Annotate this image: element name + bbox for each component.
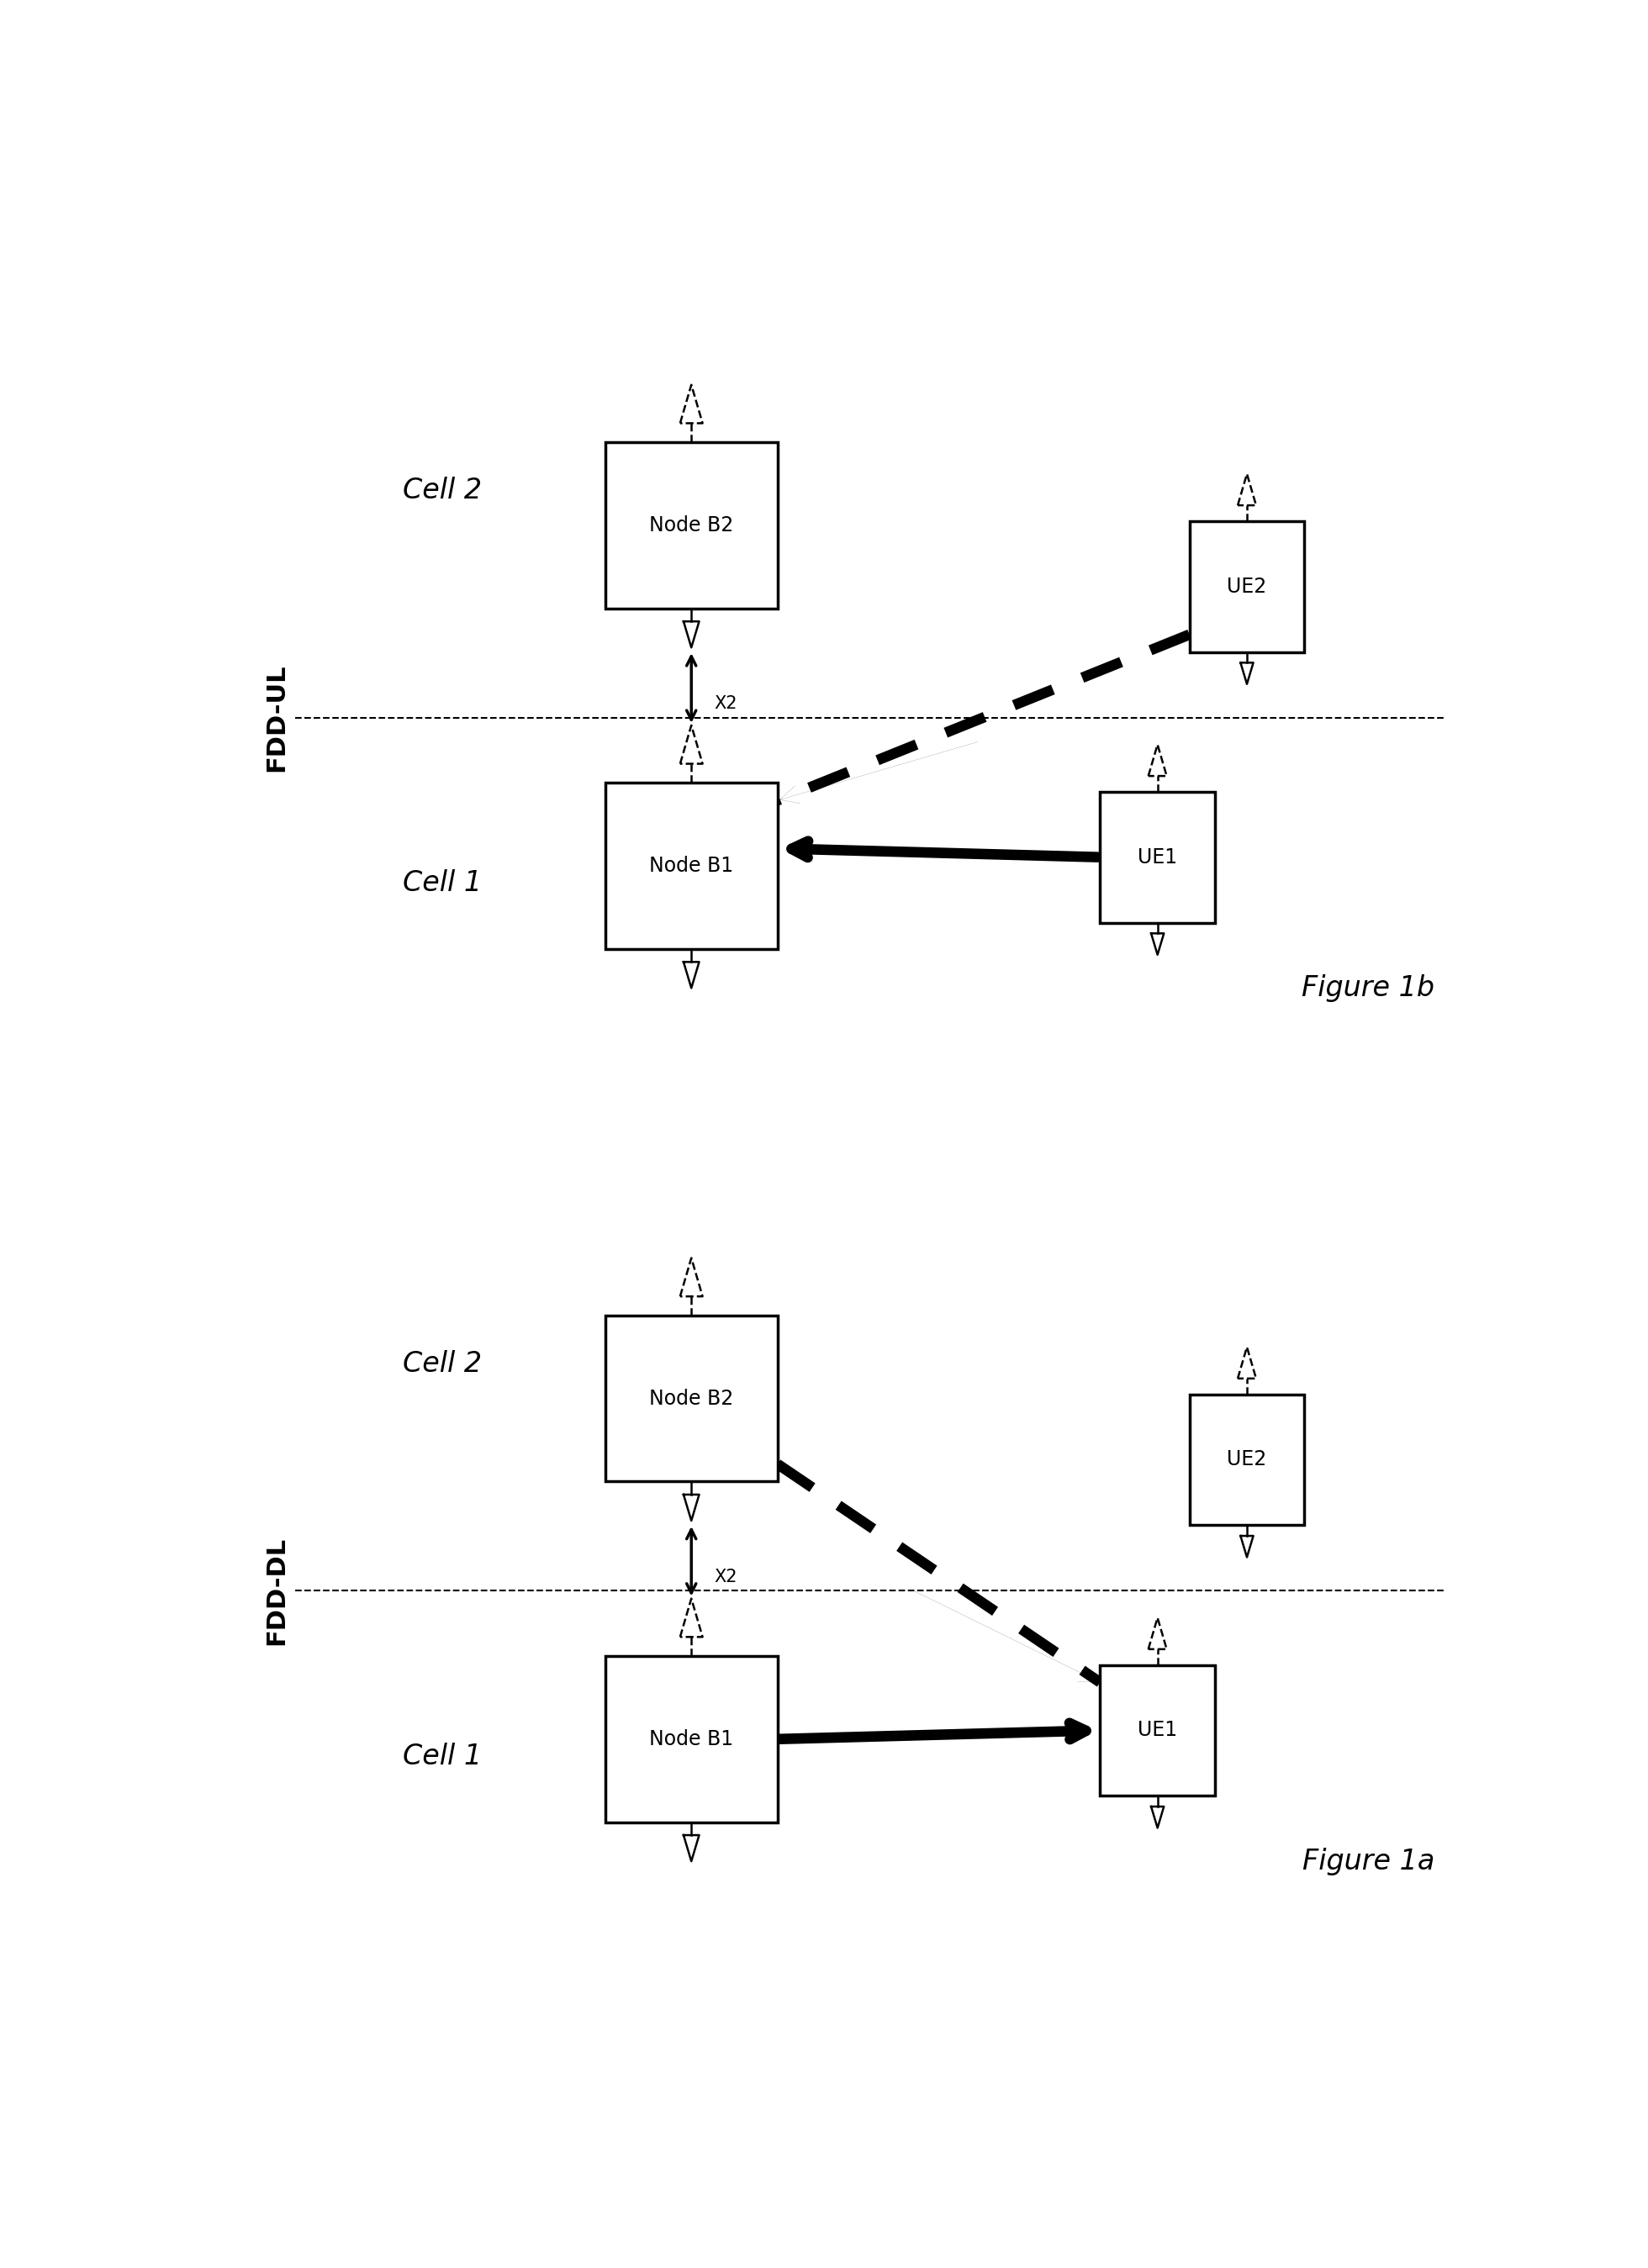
Bar xyxy=(605,1315,778,1481)
Text: Figure 1b: Figure 1b xyxy=(1302,975,1435,1002)
Text: UE2: UE2 xyxy=(1228,576,1267,596)
Bar xyxy=(1101,792,1215,923)
Bar xyxy=(1190,522,1305,651)
Bar xyxy=(605,1656,778,1821)
Bar xyxy=(1190,1395,1305,1524)
Text: Cell 1: Cell 1 xyxy=(402,869,481,898)
Text: Cell 1: Cell 1 xyxy=(402,1742,481,1771)
Text: Node B1: Node B1 xyxy=(649,1728,733,1749)
Text: Node B2: Node B2 xyxy=(649,515,733,535)
Text: FDD-DL: FDD-DL xyxy=(264,1535,288,1644)
Text: FDD-UL: FDD-UL xyxy=(264,665,288,771)
Bar xyxy=(605,442,778,608)
Bar xyxy=(1101,1665,1215,1796)
Text: UE2: UE2 xyxy=(1228,1449,1267,1470)
Text: Cell 2: Cell 2 xyxy=(402,1349,481,1377)
Text: Node B2: Node B2 xyxy=(649,1388,733,1408)
Text: Cell 2: Cell 2 xyxy=(402,476,481,503)
Bar xyxy=(605,782,778,948)
Text: UE1: UE1 xyxy=(1137,1721,1177,1740)
Text: Node B1: Node B1 xyxy=(649,855,733,875)
Text: X2: X2 xyxy=(714,1567,737,1585)
Text: Figure 1a: Figure 1a xyxy=(1302,1848,1434,1876)
Text: X2: X2 xyxy=(714,694,737,712)
Text: UE1: UE1 xyxy=(1137,848,1177,866)
